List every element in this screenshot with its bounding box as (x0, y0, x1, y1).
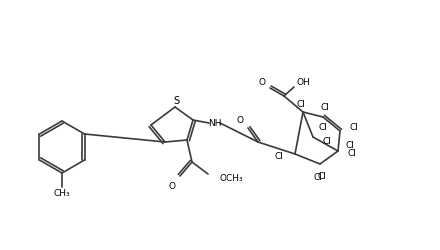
Text: Cl: Cl (323, 137, 331, 146)
Text: NH: NH (208, 119, 222, 128)
Text: Cl: Cl (321, 103, 330, 112)
Text: Cl: Cl (314, 173, 323, 182)
Text: Cl: Cl (297, 100, 305, 109)
Text: Cl: Cl (319, 123, 327, 132)
Text: CH₃: CH₃ (54, 189, 70, 198)
Text: O: O (169, 182, 176, 191)
Text: Cl: Cl (349, 123, 359, 132)
Text: O: O (259, 78, 265, 87)
Text: Cl: Cl (348, 149, 356, 158)
Text: OCH₃: OCH₃ (220, 174, 244, 183)
Text: Cl: Cl (275, 152, 283, 161)
Text: Cl: Cl (345, 141, 355, 150)
Text: OH: OH (296, 78, 310, 87)
Text: S: S (173, 96, 179, 106)
Text: Cl: Cl (318, 172, 326, 181)
Text: O: O (237, 116, 243, 125)
